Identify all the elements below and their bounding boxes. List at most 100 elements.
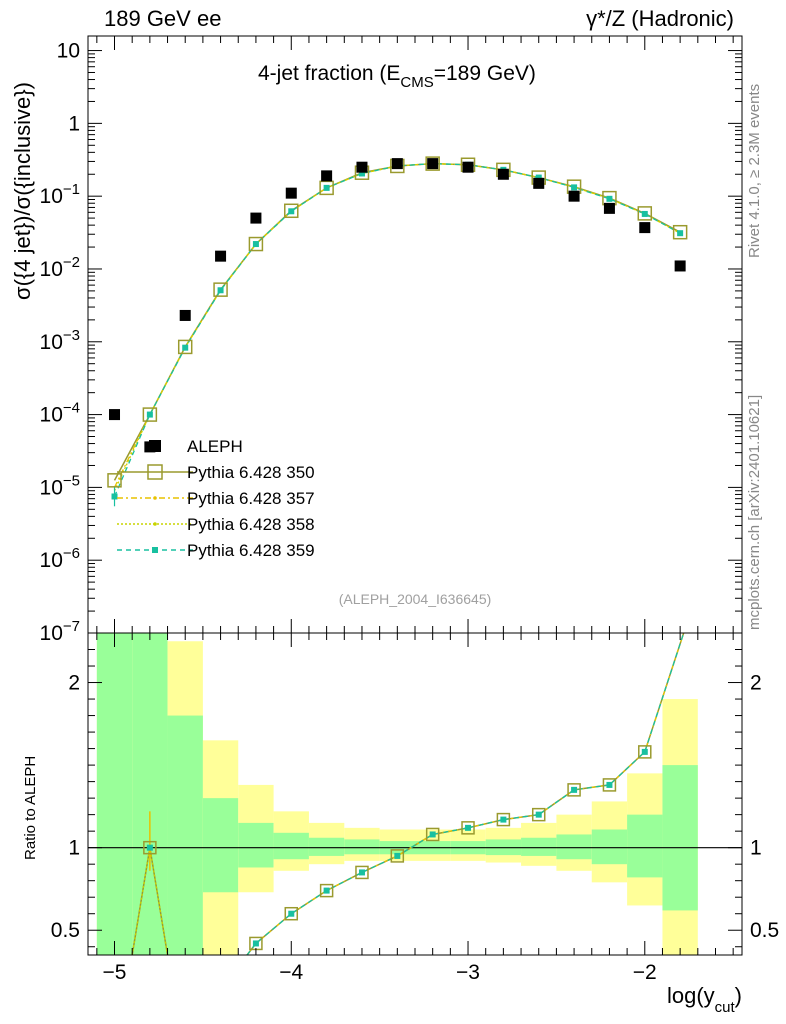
ratio-marker-p350 bbox=[638, 745, 652, 759]
ratio-marker-p350 bbox=[390, 849, 405, 863]
ratio-tick-label-left: 2 bbox=[68, 672, 80, 695]
ratio-marker-p350 bbox=[531, 807, 546, 822]
ratio-marker-p359 bbox=[429, 831, 436, 838]
x-tick-label: −3 bbox=[456, 961, 480, 984]
y-tick-exponent: −6 bbox=[63, 545, 80, 562]
ratio-tick-label-right: 0.5 bbox=[750, 919, 779, 942]
uncertainty-band-inner bbox=[273, 832, 309, 860]
ratio-line-p359 bbox=[246, 633, 685, 955]
y-tick-base: 10 bbox=[40, 622, 63, 645]
legend-label: Pythia 6.428 358 bbox=[187, 515, 315, 534]
mc-marker-p350 bbox=[284, 203, 299, 219]
mc-marker-p350 bbox=[107, 473, 122, 488]
ratio-marker-p359 bbox=[146, 844, 153, 851]
ratio-panel-content bbox=[88, 633, 742, 955]
data-point bbox=[674, 260, 686, 272]
uncertainty-band-inner bbox=[308, 837, 345, 856]
mc-marker-p359 bbox=[606, 195, 613, 202]
ratio-tick-label-left: 1 bbox=[68, 837, 80, 860]
legend-marker-p358 bbox=[153, 522, 157, 526]
x-axis-title-xlabel_sub: cut bbox=[715, 999, 736, 1016]
y-tick-base: 1 bbox=[68, 112, 80, 135]
y-tick-exponent: −4 bbox=[63, 400, 80, 417]
ratio-marker-p359 bbox=[252, 940, 259, 947]
x-axis-title-xlabel_tail: ) bbox=[735, 983, 742, 1008]
ratio-marker-p359 bbox=[535, 811, 542, 818]
legend-label: Pythia 6.428 357 bbox=[187, 489, 315, 508]
y-tick-label: 10−3 bbox=[40, 327, 80, 354]
data-point bbox=[497, 168, 509, 180]
mc-marker-p359 bbox=[358, 170, 365, 177]
chart-title: 4-jet fraction (ECMS=189 GeV) bbox=[258, 62, 536, 91]
chart-title-title_tail: =189 GeV) bbox=[434, 62, 536, 85]
mc-marker-p359 bbox=[535, 174, 542, 181]
data-point bbox=[321, 170, 333, 182]
ratio-marker-p350 bbox=[143, 840, 157, 855]
ratio-marker-p350 bbox=[319, 883, 334, 898]
data-point bbox=[109, 409, 121, 421]
y-tick-label: 10−1 bbox=[40, 181, 80, 208]
uncertainty-band-inner bbox=[238, 822, 274, 868]
y-tick-base: 10 bbox=[40, 549, 63, 572]
chart-title-title_sub: CMS bbox=[400, 74, 433, 91]
y-tick-label: 1 bbox=[68, 112, 80, 135]
mc-marker-p359 bbox=[641, 210, 648, 217]
ratio-marker-p359 bbox=[641, 748, 648, 755]
mc-marker-p350 bbox=[177, 339, 193, 355]
mc-marker-p359 bbox=[252, 241, 259, 248]
y-tick-exponent: −7 bbox=[63, 618, 80, 635]
ratio-marker-p350 bbox=[461, 821, 475, 835]
ratio-marker-p350 bbox=[567, 783, 581, 797]
y-tick-exponent: −3 bbox=[63, 327, 80, 344]
y-tick-exponent: −1 bbox=[63, 181, 80, 198]
data-point bbox=[427, 158, 439, 170]
y-tick-base: 10 bbox=[40, 476, 63, 499]
data-point bbox=[568, 190, 580, 202]
data-point bbox=[533, 177, 545, 189]
y-tick-label: 10−4 bbox=[40, 400, 80, 427]
legend-marker-data bbox=[149, 440, 161, 452]
mc-marker-p359 bbox=[677, 230, 684, 237]
ratio-line-p357 bbox=[246, 633, 685, 955]
mc-marker-p359 bbox=[182, 344, 189, 351]
mc-marker-p350 bbox=[637, 206, 653, 221]
mc-marker-p359 bbox=[146, 411, 153, 418]
uncertainty-band-inner bbox=[202, 798, 239, 893]
mc-marker-p350 bbox=[248, 236, 264, 252]
y-tick-base: 10 bbox=[40, 404, 63, 427]
ratio-line-p350 bbox=[246, 633, 685, 955]
y-tick-exponent: −5 bbox=[63, 472, 80, 489]
ratio-marker-p359 bbox=[288, 910, 295, 917]
uncertainty-band-inner bbox=[591, 829, 628, 865]
ratio-marker-p359 bbox=[500, 816, 507, 823]
ratio-marker-p350 bbox=[284, 906, 299, 921]
ratio-marker-p350 bbox=[425, 827, 440, 842]
ratio-marker-p350 bbox=[355, 865, 369, 880]
x-axis-title-xlabel_main: log(y bbox=[667, 983, 715, 1008]
legend-label: ALEPH bbox=[187, 437, 243, 456]
data-point bbox=[603, 202, 615, 214]
ratio-tick-label-left: 0.5 bbox=[51, 919, 80, 942]
legend-label: Pythia 6.428 359 bbox=[187, 541, 315, 560]
data-point bbox=[391, 158, 403, 170]
data-point bbox=[356, 161, 368, 173]
header-left: 189 GeV ee bbox=[104, 6, 222, 31]
legend-marker-p357 bbox=[153, 496, 157, 500]
mc-marker-p359 bbox=[288, 208, 295, 215]
y-tick-label: 10−2 bbox=[40, 254, 80, 281]
main-panel-content bbox=[107, 156, 688, 507]
mc-marker-p350 bbox=[672, 224, 688, 240]
y-tick-label: 10−5 bbox=[40, 472, 80, 499]
uncertainty-band-inner bbox=[132, 633, 168, 955]
data-point bbox=[639, 222, 651, 234]
mc-marker-p359 bbox=[217, 287, 224, 294]
ratio-marker-p359 bbox=[465, 824, 472, 831]
uncertainty-band-inner bbox=[556, 834, 592, 860]
x-tick-label: −5 bbox=[103, 961, 127, 984]
y-tick-label: 10 bbox=[57, 40, 80, 63]
uncertainty-band-inner bbox=[627, 814, 663, 878]
y-tick-base: 10 bbox=[40, 258, 63, 281]
x-tick-label: −4 bbox=[279, 961, 303, 984]
y-tick-label: 10−7 bbox=[40, 618, 80, 645]
mc-marker-p359 bbox=[323, 184, 330, 191]
